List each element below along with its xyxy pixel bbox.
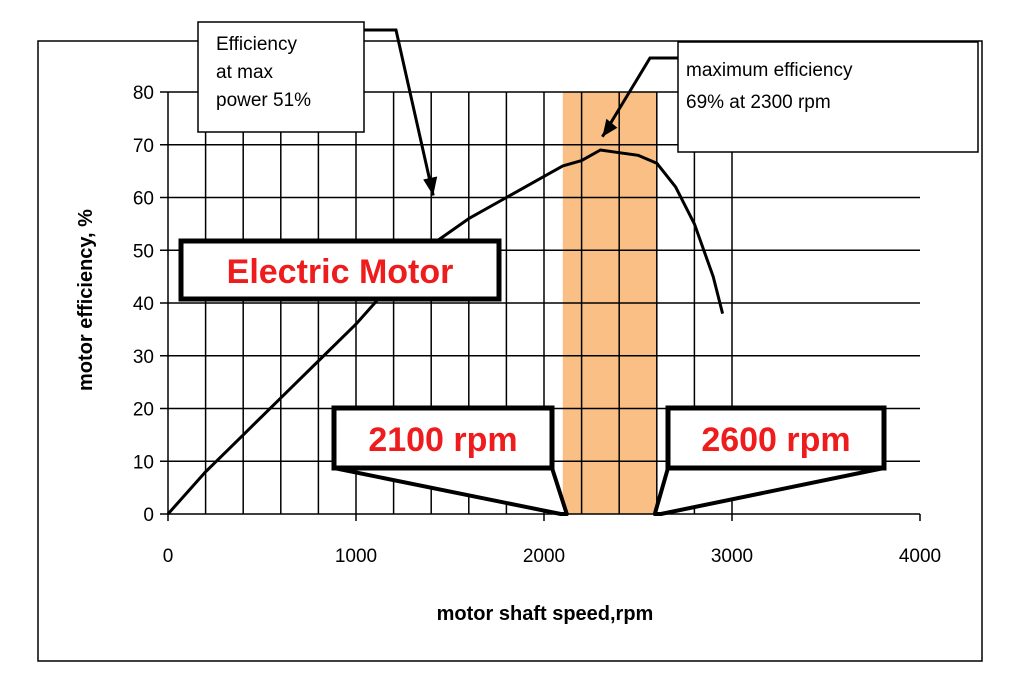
y-tick-label-7: 70: [133, 136, 154, 157]
max-eff-note-box: [677, 41, 979, 153]
y-tick-label-6: 60: [133, 189, 154, 210]
x-tick-label-3: 3000: [711, 546, 753, 567]
y-tick-label-3: 30: [133, 347, 154, 368]
max-power-arrowhead: [423, 176, 438, 196]
rpm-2100-callout-text: 2100 rpm: [368, 421, 517, 459]
y-tick-label-1: 10: [133, 452, 154, 473]
max-power-note-line-1: at max: [216, 62, 274, 83]
max-power-note-line-0: Efficiency: [216, 34, 297, 55]
x-axis-title: motor shaft speed,rpm: [437, 603, 654, 625]
max-eff-leader: [601, 56, 678, 138]
max-power-note-line-2: power 51%: [216, 90, 311, 111]
x-tick-label-2: 2000: [523, 546, 565, 567]
rpm-2600-callout-text: 2600 rpm: [701, 421, 850, 459]
max-eff-arrowhead: [602, 118, 618, 137]
y-tick-label-0: 0: [143, 505, 154, 526]
rpm-2100-callout-box: [331, 405, 555, 471]
y-tick-label-8: 80: [133, 83, 154, 104]
y-tick-label-4: 40: [133, 294, 154, 315]
max-power-note-box: [197, 21, 365, 133]
max-power-leader: [364, 28, 435, 196]
electric-motor-callout-box: [178, 238, 502, 302]
max-eff-note-line-0: maximum efficiency: [686, 60, 853, 81]
max-eff-note-line-1: 69% at 2300 rpm: [686, 92, 831, 113]
y-tick-label-5: 50: [133, 241, 154, 262]
y-tick-label-2: 20: [133, 400, 154, 421]
x-tick-label-4: 4000: [899, 546, 941, 567]
x-tick-label-1: 1000: [335, 546, 377, 567]
electric-motor-callout-text: Electric Motor: [227, 253, 454, 291]
x-tick-label-0: 0: [163, 546, 174, 567]
rpm-2600-callout-box: [665, 405, 887, 471]
efficiency-series-line: [166, 148, 725, 515]
y-axis-title: motor efficiency, %: [75, 209, 97, 391]
